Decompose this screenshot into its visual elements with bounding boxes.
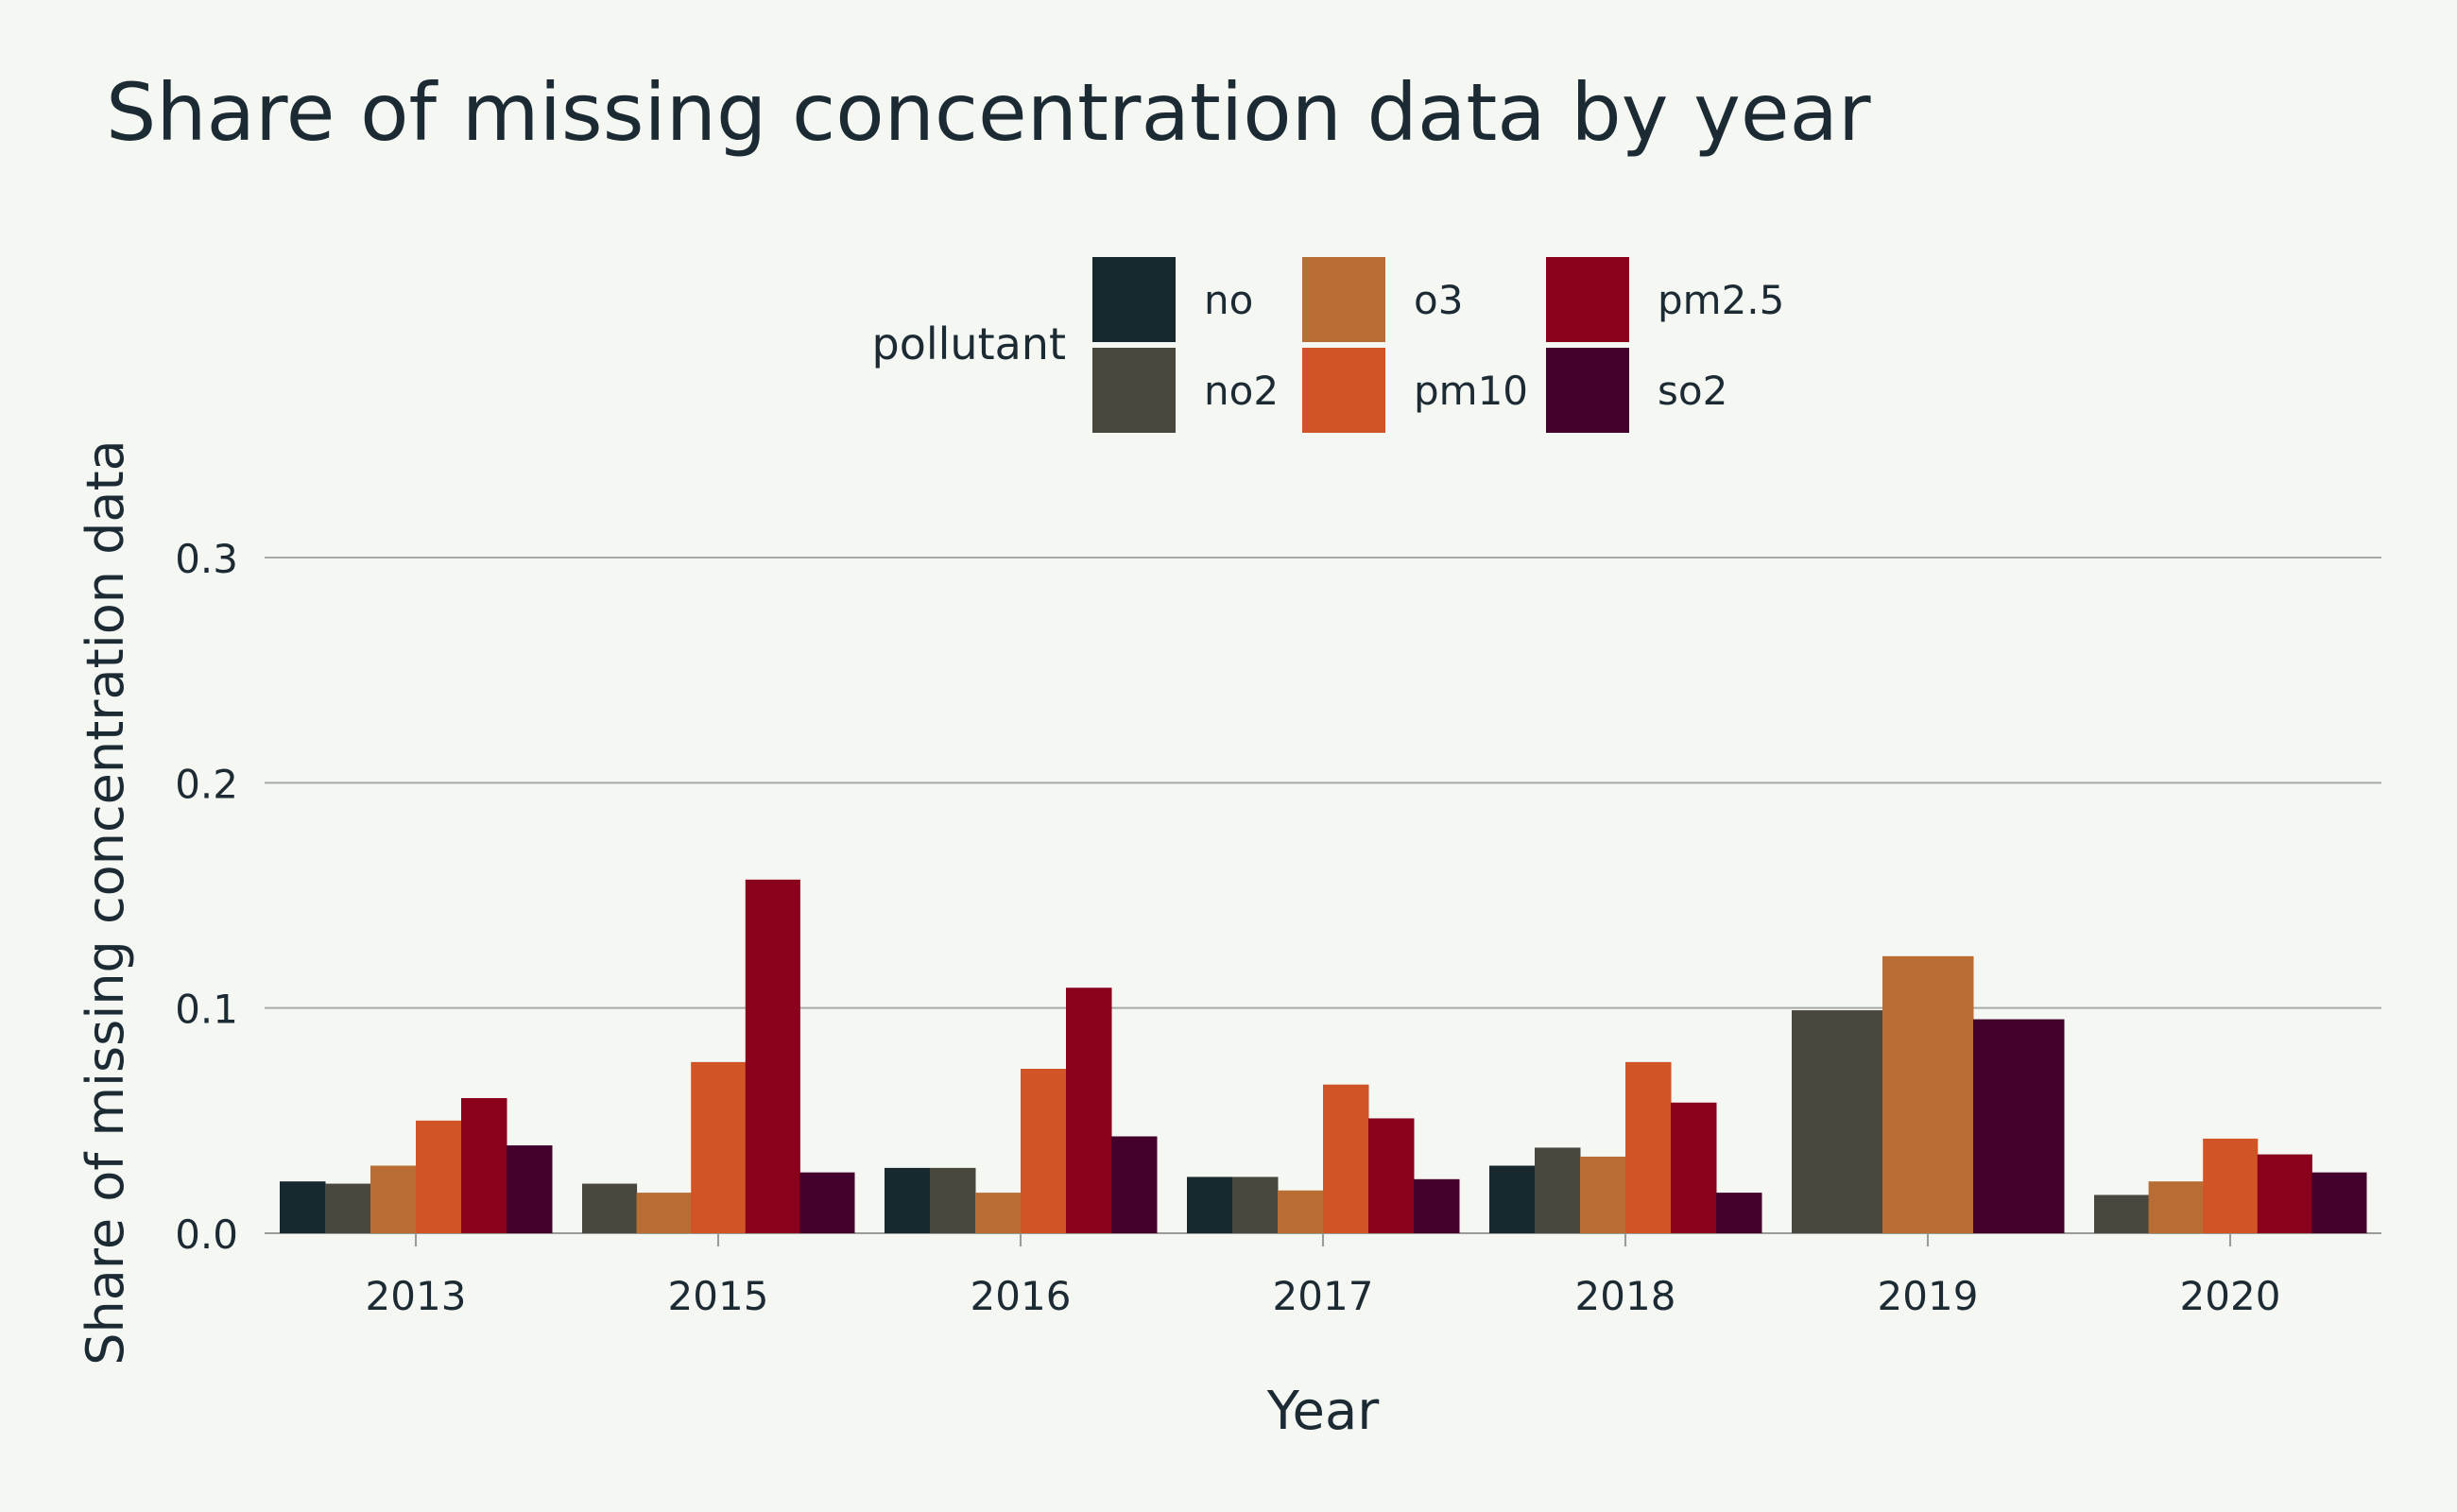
x-tick-label-2018: 2018: [1575, 1273, 1676, 1319]
legend-label-o3: o3: [1414, 277, 1463, 323]
bar-2013-pm2-5: [461, 1098, 507, 1233]
legend-label-pm2-5: pm2.5: [1658, 277, 1784, 323]
bar-2018-pm10: [1625, 1061, 1672, 1233]
bar-2017-o3: [1278, 1190, 1324, 1233]
legend-swatch-o3: [1302, 257, 1385, 342]
y-axis-ticks: 0.0 0.1 0.2 0.3: [175, 536, 238, 1258]
bar-2013-pm10: [416, 1120, 462, 1233]
bar-2016-no2: [930, 1167, 976, 1233]
bar-2017-pm10: [1323, 1084, 1369, 1233]
bar-2020-o3: [2148, 1181, 2204, 1233]
x-tick-label-2016: 2016: [971, 1273, 1072, 1319]
bar-2016-o3: [975, 1193, 1022, 1233]
chart-title: Share of missing concentration data by y…: [106, 66, 1871, 159]
bar-2013-no: [280, 1181, 326, 1233]
bar-2015-pm2-5: [745, 879, 800, 1233]
x-tick-label-2017: 2017: [1273, 1273, 1374, 1319]
x-tick-label-2019: 2019: [1878, 1273, 1979, 1319]
y-tick-label: 0.0: [175, 1211, 238, 1258]
bar-2018-no: [1489, 1165, 1536, 1233]
bar-2013-no2: [325, 1183, 371, 1233]
legend-title: pollutant: [872, 318, 1066, 369]
y-tick-label: 0.3: [175, 536, 238, 582]
bar-2019-so2: [1973, 1019, 2065, 1233]
x-tick-label-2020: 2020: [2180, 1273, 2281, 1319]
bar-2015-no2: [582, 1183, 638, 1233]
bar-2018-pm2-5: [1671, 1102, 1717, 1233]
y-tick-label: 0.1: [175, 987, 238, 1033]
legend-swatch-pm2-5: [1546, 257, 1629, 342]
x-axis-label: Year: [1266, 1381, 1381, 1442]
legend-label-so2: so2: [1658, 368, 1727, 414]
legend-swatch-no2: [1092, 348, 1176, 433]
bar-2017-so2: [1414, 1178, 1460, 1233]
bar-2019-no2: [1792, 1010, 1883, 1233]
bar-2016-pm10: [1021, 1069, 1067, 1233]
bar-2020-no2: [2094, 1194, 2150, 1233]
bar-2015-so2: [799, 1172, 855, 1233]
bar-2020-pm2-5: [2257, 1154, 2312, 1233]
bar-2015-o3: [636, 1193, 692, 1233]
bar-2019-o3: [1882, 955, 1974, 1233]
bar-2016-so2: [1111, 1136, 1158, 1233]
legend-swatch-no: [1092, 257, 1176, 342]
bar-2018-o3: [1580, 1156, 1626, 1233]
legend-label-no2: no2: [1204, 368, 1279, 414]
bars: [280, 879, 2367, 1233]
bar-2018-no2: [1535, 1147, 1581, 1233]
bar-2017-no2: [1232, 1177, 1279, 1233]
bar-2016-pm2-5: [1066, 988, 1112, 1233]
bar-2013-so2: [507, 1145, 553, 1233]
y-axis-label: Share of missing concentration data: [76, 439, 135, 1366]
bar-2017-pm2-5: [1368, 1118, 1415, 1233]
legend-swatch-pm10: [1302, 348, 1385, 433]
y-tick-label: 0.2: [175, 761, 238, 807]
bar-2015-pm10: [691, 1061, 747, 1233]
x-tick-label-2015: 2015: [668, 1273, 769, 1319]
x-tick-label-2013: 2013: [366, 1273, 467, 1319]
bar-2017-no: [1187, 1177, 1233, 1233]
legend: no o3 pm2.5 no2 pm10 so2: [1092, 257, 1784, 433]
bar-2020-pm10: [2203, 1138, 2259, 1233]
bar-2016-no: [885, 1167, 931, 1233]
legend-swatch-so2: [1546, 348, 1629, 433]
bar-2020-so2: [2311, 1172, 2367, 1233]
x-axis-ticks: 2013 2015 2016 2017 2018 2019 2020: [366, 1233, 2281, 1319]
legend-label-no: no: [1204, 277, 1253, 323]
bar-2018-so2: [1716, 1193, 1762, 1233]
legend-label-pm10: pm10: [1414, 368, 1528, 414]
bar-2013-o3: [370, 1165, 417, 1233]
